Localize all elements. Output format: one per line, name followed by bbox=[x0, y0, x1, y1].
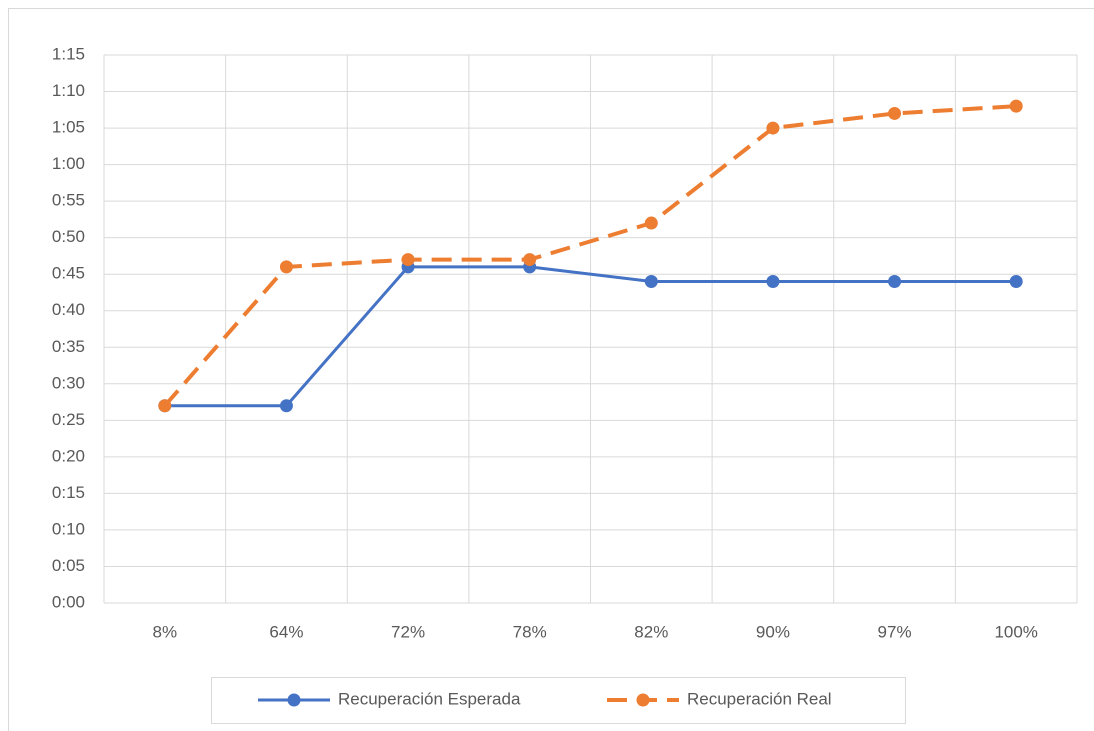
y-tick-label: 0:00 bbox=[52, 592, 85, 611]
y-tick-label: 0:50 bbox=[52, 227, 85, 246]
y-tick-label: 1:00 bbox=[52, 154, 85, 173]
point bbox=[1009, 275, 1023, 289]
point bbox=[523, 253, 537, 267]
point bbox=[1009, 99, 1023, 113]
y-tick-label: 0:40 bbox=[52, 300, 85, 319]
x-tick-label: 64% bbox=[269, 622, 303, 641]
x-tick-label: 72% bbox=[391, 622, 425, 641]
legend-marker bbox=[636, 693, 650, 707]
legend-box bbox=[211, 677, 906, 724]
point bbox=[888, 275, 902, 289]
legend-label: Recuperación Esperada bbox=[338, 689, 521, 708]
legend-label: Recuperación Real bbox=[687, 689, 832, 708]
x-tick-label: 97% bbox=[878, 622, 912, 641]
y-tick-label: 0:05 bbox=[52, 556, 85, 575]
x-tick-label: 8% bbox=[153, 622, 178, 641]
point bbox=[766, 275, 780, 289]
y-tick-label: 0:55 bbox=[52, 191, 85, 210]
point bbox=[644, 275, 658, 289]
x-tick-label: 78% bbox=[513, 622, 547, 641]
x-tick-label: 82% bbox=[634, 622, 668, 641]
point bbox=[766, 121, 780, 135]
series-line bbox=[164, 265, 1017, 408]
y-tick-label: 0:20 bbox=[52, 446, 85, 465]
y-tick-label: 1:10 bbox=[52, 81, 85, 100]
y-tick-label: 0:15 bbox=[52, 483, 85, 502]
point bbox=[888, 106, 902, 120]
y-tick-label: 0:45 bbox=[52, 264, 85, 283]
point bbox=[158, 399, 172, 413]
chart-border bbox=[8, 8, 1094, 731]
y-tick-label: 0:35 bbox=[52, 337, 85, 356]
point bbox=[644, 216, 658, 230]
y-tick-label: 0:25 bbox=[52, 410, 85, 429]
x-tick-label: 90% bbox=[756, 622, 790, 641]
y-tick-label: 0:10 bbox=[52, 519, 85, 538]
point bbox=[279, 399, 293, 413]
y-tick-label: 1:15 bbox=[52, 44, 85, 63]
series-line bbox=[163, 104, 1017, 408]
point bbox=[279, 260, 293, 274]
y-tick-label: 1:05 bbox=[52, 118, 85, 137]
y-tick-label: 0:30 bbox=[52, 373, 85, 392]
point bbox=[401, 253, 415, 267]
legend-marker bbox=[287, 693, 301, 707]
x-tick-label: 100% bbox=[994, 622, 1037, 641]
